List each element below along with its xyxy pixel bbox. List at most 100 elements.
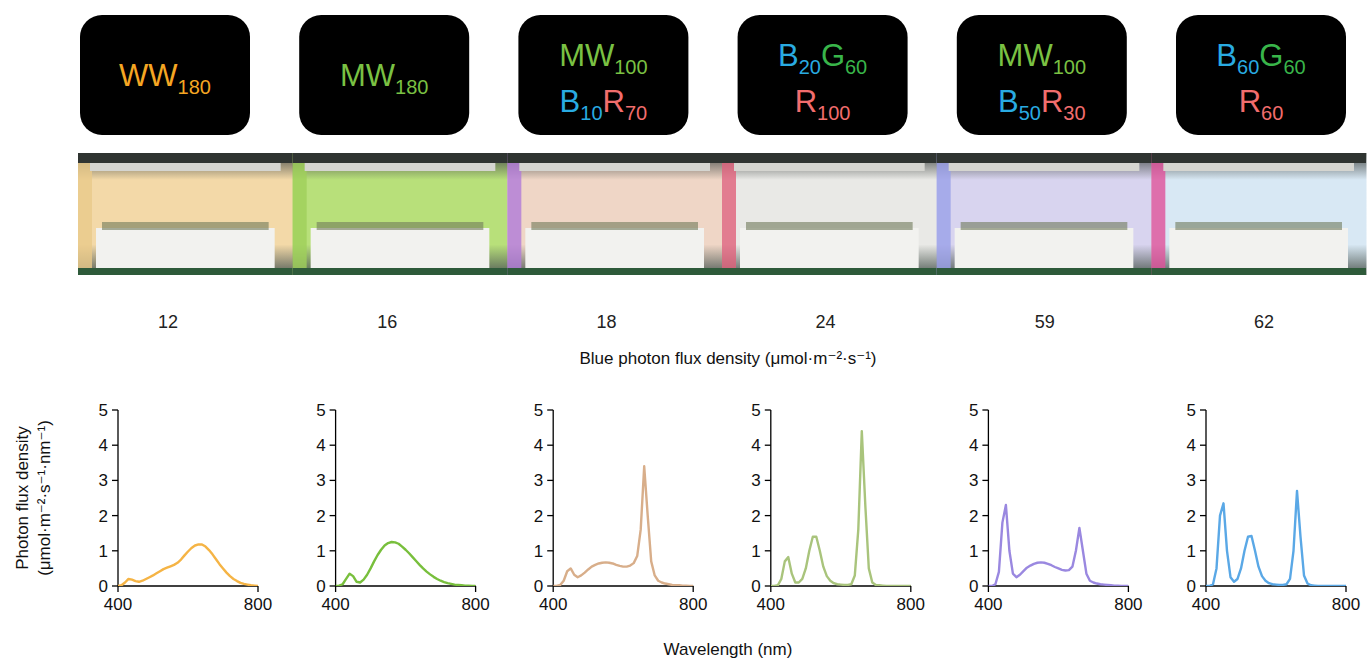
treatment-sub: 60 [1283, 56, 1305, 78]
treatment-text: R [1239, 84, 1261, 119]
treatment-text: R [603, 84, 625, 119]
x-tick [475, 586, 476, 592]
photo-tray [525, 228, 704, 268]
treatment-text: B [998, 84, 1019, 119]
blue-pfd: 62 [1254, 312, 1274, 332]
photo-frame [78, 268, 293, 275]
x-tick-label: 800 [1332, 595, 1360, 614]
treatment-label: B20G60 [778, 38, 867, 78]
photo-plants [961, 222, 1128, 230]
x-tick-label: 800 [897, 595, 925, 614]
treatment-text: G [1259, 38, 1283, 73]
y-tick-label: 2 [751, 507, 760, 526]
y-tick [1200, 585, 1206, 586]
x-tick [770, 586, 771, 592]
y-tick-label: 5 [751, 401, 760, 420]
treatment-label: B10R70 [560, 84, 648, 124]
treatment-label: MW100 [998, 38, 1086, 78]
photo-shelf [722, 153, 937, 163]
y-tick-label: 4 [1187, 436, 1196, 455]
y-tick-label: 1 [751, 542, 760, 561]
y-tick-label: 2 [969, 507, 978, 526]
plot-area [771, 431, 911, 586]
photo-lamp [305, 163, 496, 171]
y-tick-label: 3 [969, 471, 978, 490]
photo [507, 153, 722, 275]
y-tick-label: 2 [1187, 507, 1196, 526]
treatment-text: G [821, 38, 845, 73]
y-tick-label: 2 [534, 507, 543, 526]
photo-lamp [90, 163, 281, 171]
x-axis-label: Wavelength (nm) [664, 640, 793, 659]
treatment-sub: 100 [1053, 56, 1086, 78]
photo [293, 153, 508, 275]
treatment-box [518, 15, 688, 135]
spectrum-line [988, 505, 1128, 586]
y-tick [982, 480, 988, 481]
y-tick [330, 585, 336, 586]
y-tick-label: 0 [316, 577, 325, 596]
y-axis-label: Photon flux density(μmol·m⁻²·s⁻¹·nm⁻¹) [13, 420, 54, 576]
x-tick [988, 586, 989, 592]
y-tick-label: 0 [99, 577, 108, 596]
plot-area [988, 505, 1128, 586]
y-tick-label: 3 [316, 471, 325, 490]
photo-frame [507, 268, 722, 275]
y-tick [547, 585, 553, 586]
blue-pfd: 24 [816, 312, 836, 332]
x-tick [335, 586, 336, 592]
x-tick-label: 400 [1192, 595, 1220, 614]
photo-tray [311, 228, 490, 268]
photo-lamp [1163, 163, 1354, 171]
treatment-sub: 60 [845, 56, 867, 78]
treatment-label: R100 [795, 84, 851, 124]
x-tick [1205, 586, 1206, 592]
y-tick-label: 2 [316, 507, 325, 526]
y-tick-label: 3 [99, 471, 108, 490]
treatment-text: MW [998, 38, 1054, 73]
y-tick-label: 0 [534, 577, 543, 596]
y-tick-label: 1 [969, 542, 978, 561]
photo-side [937, 153, 951, 275]
treatment-box [1176, 15, 1346, 135]
y-tick-label: 1 [534, 542, 543, 561]
y-tick-label: 5 [534, 401, 543, 420]
treatment-label: B60G60 [1216, 38, 1305, 78]
y-axis [770, 410, 771, 586]
blue-axis-label: Blue photon flux density (μmol·m⁻²·s⁻¹) [580, 349, 877, 368]
y-tick-label: 5 [99, 401, 108, 420]
y-tick [330, 515, 336, 516]
y-tick-label: 3 [1187, 471, 1196, 490]
treatment-box [80, 15, 250, 135]
x-tick [257, 586, 258, 592]
y-tick [982, 585, 988, 586]
y-axis [335, 410, 336, 586]
spectrum-line [553, 466, 693, 586]
photo-plants [746, 222, 913, 230]
y-tick-label: 4 [751, 436, 760, 455]
blue-pfd: 18 [596, 312, 616, 332]
y-tick [765, 445, 771, 446]
treatment-text: B [778, 38, 799, 73]
y-tick-label: 4 [534, 436, 543, 455]
treatment-sub: 180 [395, 76, 428, 98]
photo-frame [937, 268, 1152, 275]
treatment-text: B [1216, 38, 1237, 73]
x-tick-label: 400 [539, 595, 567, 614]
spectrum-line [1206, 491, 1346, 586]
y-tick [982, 409, 988, 410]
y-tick-label: 0 [751, 577, 760, 596]
treatment-sub: 50 [1019, 102, 1041, 124]
treatment-text: MW [559, 38, 615, 73]
y-axis [988, 410, 989, 586]
x-tick-label: 400 [321, 595, 349, 614]
y-tick [765, 550, 771, 551]
photo-shelf [293, 153, 508, 163]
y-tick [547, 480, 553, 481]
y-tick [982, 515, 988, 516]
y-tick [112, 550, 118, 551]
photo-tray [740, 228, 919, 268]
plot-area [553, 466, 693, 586]
photo-plants [531, 222, 698, 230]
photo-side [722, 153, 736, 275]
